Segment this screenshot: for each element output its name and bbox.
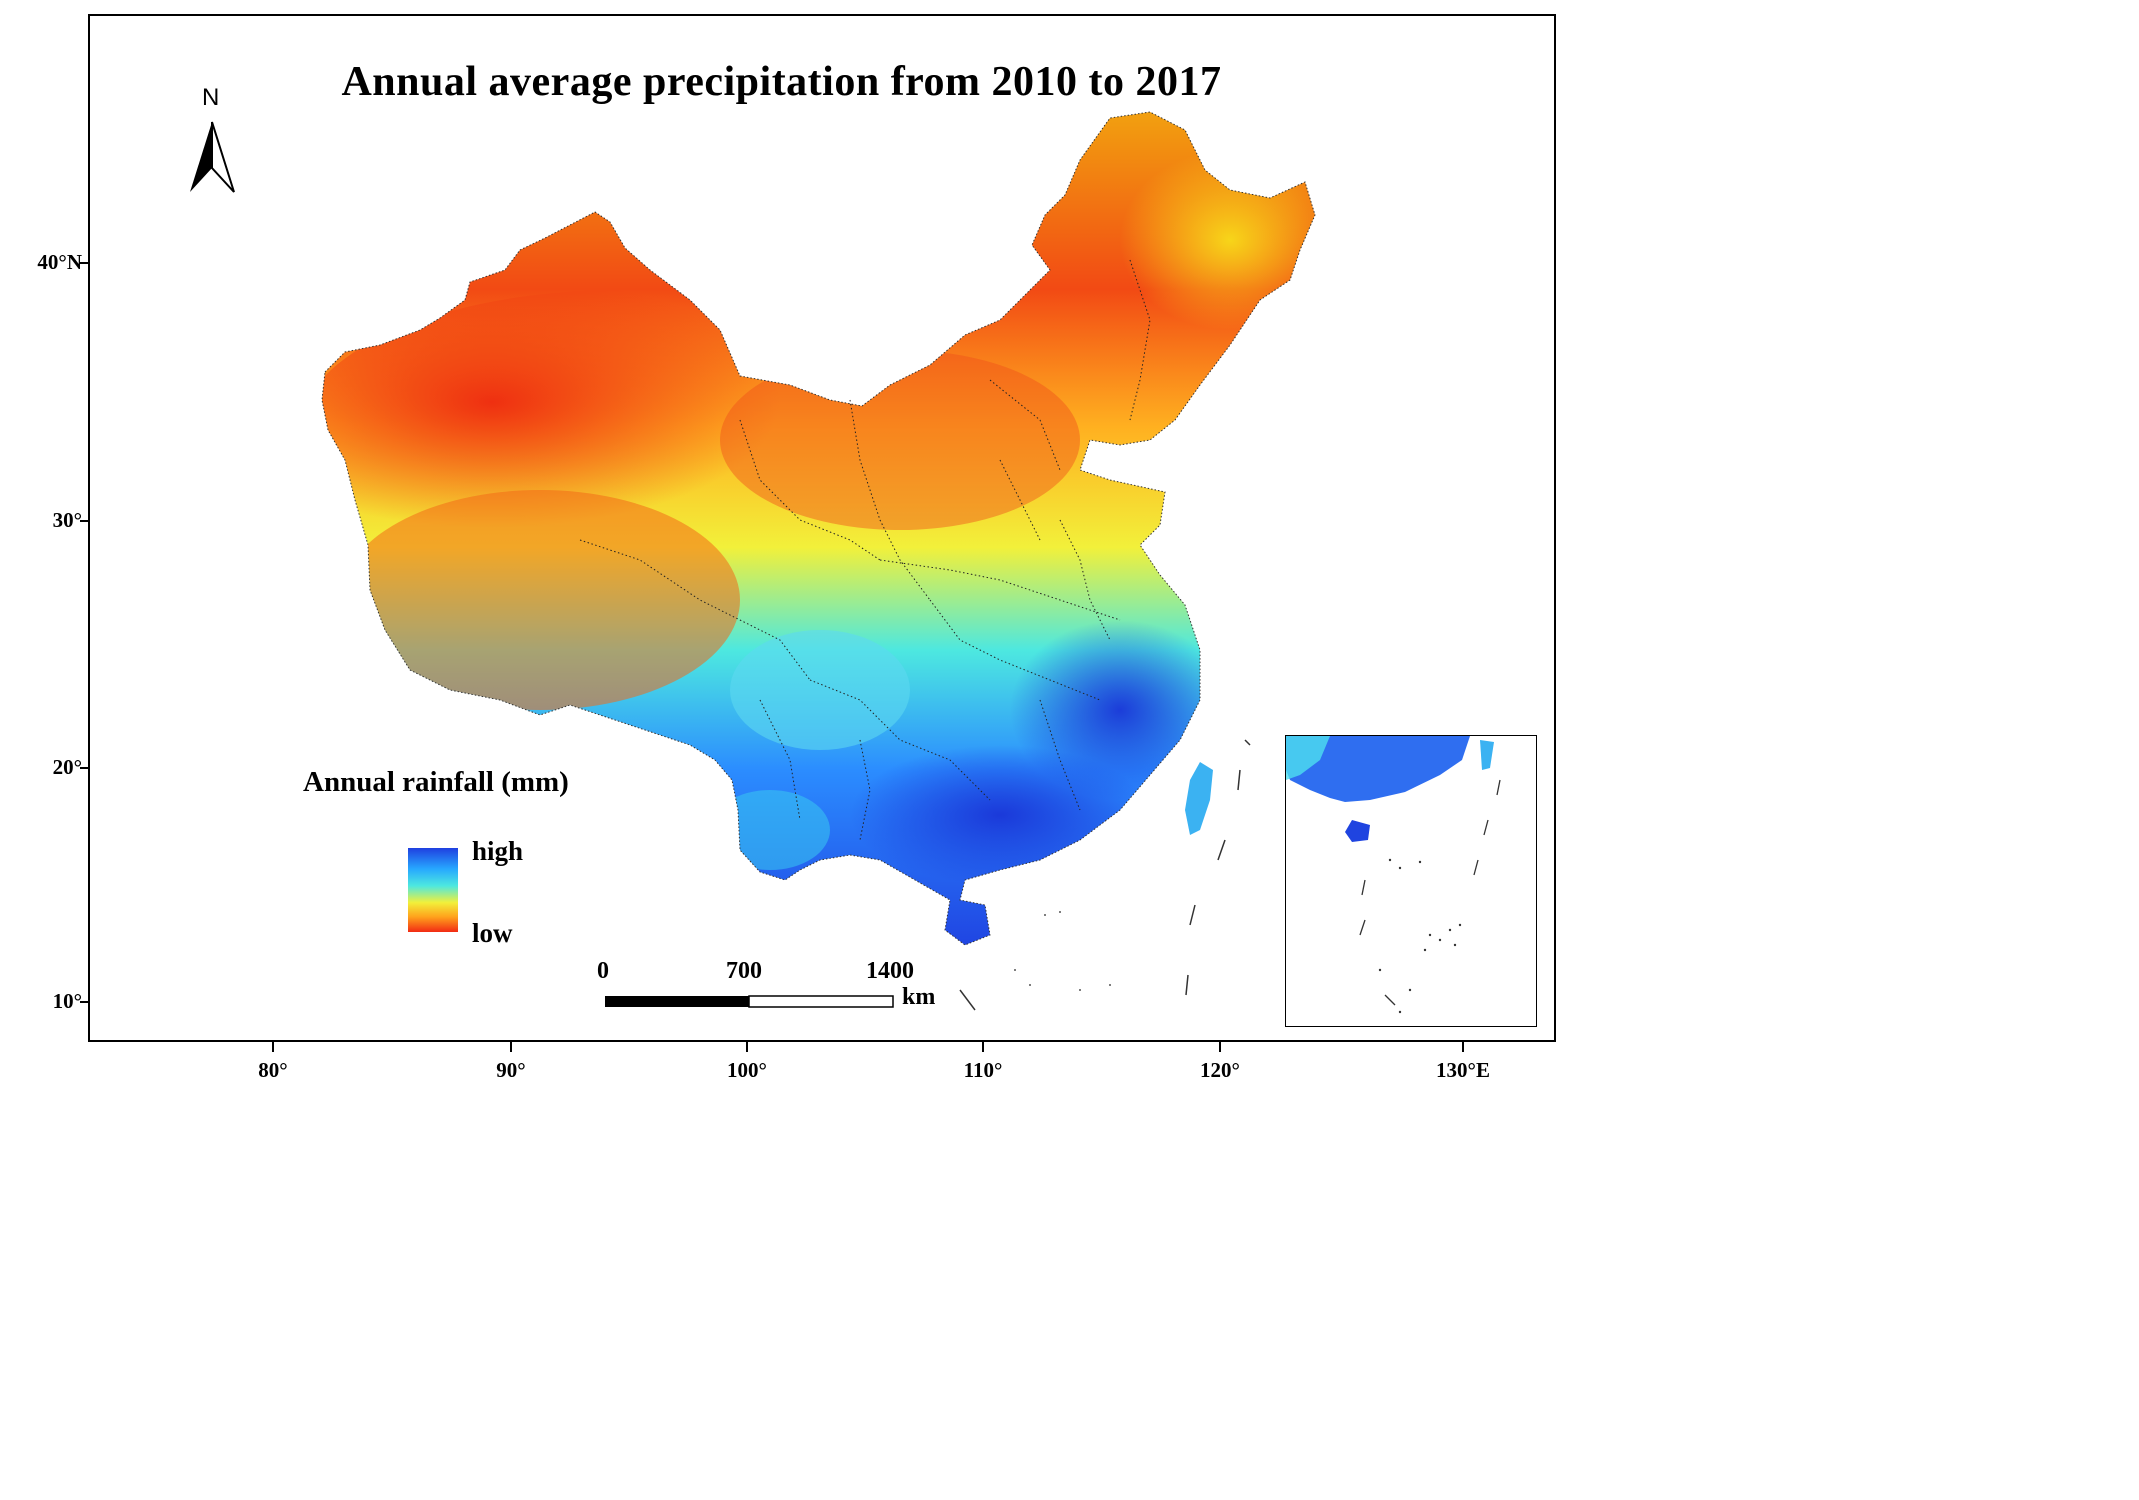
map-frame [88, 14, 1556, 1042]
lat-label-30: 30° [52, 508, 82, 532]
scale-unit: km [902, 984, 936, 1010]
south-sea-islands [1014, 911, 1111, 991]
latitude-ticks [80, 262, 90, 1003]
lon-label-100: 100° [727, 1058, 767, 1082]
scale-label-700: 700 [726, 958, 762, 984]
map-title: Annual average precipitation from 2010 t… [341, 59, 1222, 105]
south-sea-dashes [959, 739, 1251, 1011]
lat-label-10: 10° [52, 989, 82, 1013]
lon-label-90: 90° [496, 1058, 526, 1082]
north-label: N [202, 84, 220, 111]
lon-label-110: 110° [963, 1058, 1003, 1082]
scale-bar [605, 995, 894, 1008]
scale-label-1400: 1400 [866, 958, 914, 984]
legend-color-bar [408, 848, 458, 932]
north-arrow-icon [190, 121, 235, 193]
lon-label-130: 130°E [1436, 1058, 1490, 1082]
province-boundaries [579, 259, 1151, 841]
lon-label-120: 120° [1200, 1058, 1240, 1082]
legend-high-label: high [472, 836, 524, 866]
lat-label-20: 20° [52, 755, 82, 779]
scale-label-0: 0 [597, 958, 609, 984]
inset-south-sea-map [1286, 736, 1501, 1014]
longitude-ticks [272, 1041, 1464, 1052]
legend-low-label: low [472, 918, 513, 948]
mainland-china [322, 112, 1315, 945]
lon-label-80: 80° [258, 1058, 288, 1082]
legend-title: Annual rainfall (mm) [303, 766, 569, 798]
lat-label-40: 40°N [37, 250, 82, 274]
inset-frame [1285, 735, 1537, 1027]
precipitation-map [80, 111, 1501, 1052]
taiwan-island [1185, 762, 1213, 835]
